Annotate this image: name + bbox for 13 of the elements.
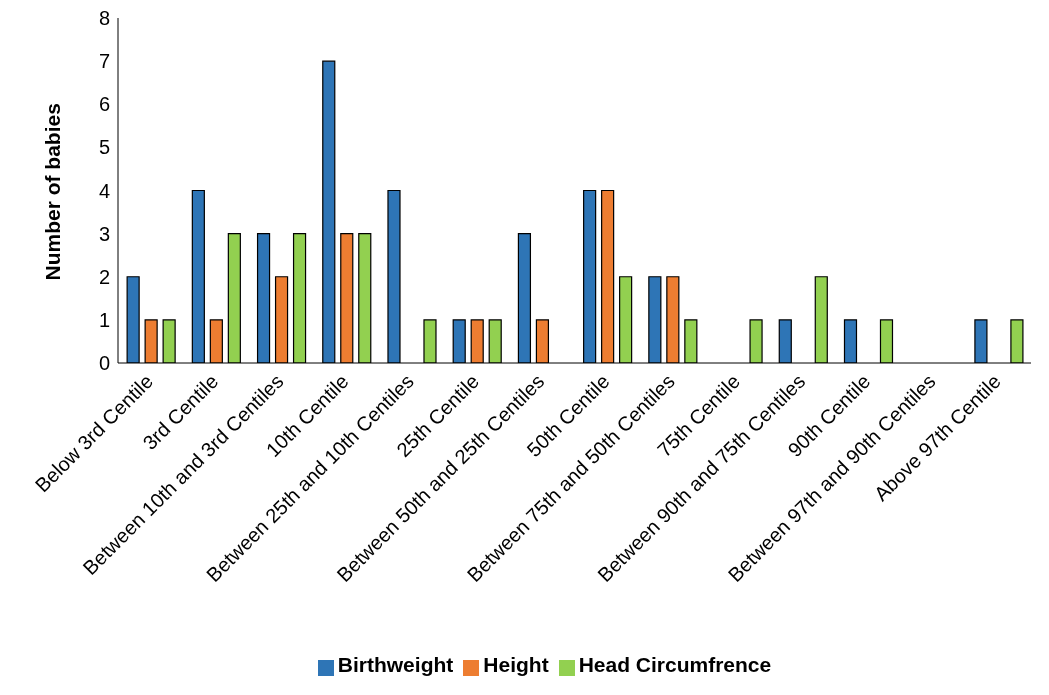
legend-label: Height <box>483 653 549 676</box>
y-tick-label: 0 <box>98 352 110 375</box>
y-tick-label: 8 <box>98 7 110 30</box>
y-tick-label: 3 <box>98 222 110 245</box>
legend-label: Birthweight <box>337 653 454 676</box>
y-tick-label: 1 <box>98 308 110 331</box>
y-tick-label: 2 <box>98 265 110 288</box>
y-axis-title: Number of babies <box>41 103 65 281</box>
y-tick-label: 4 <box>98 179 110 202</box>
y-tick-label: 5 <box>98 136 110 159</box>
legend-label: Head Circumfrence <box>578 653 772 676</box>
y-tick-label: 6 <box>98 93 110 116</box>
y-tick-label: 7 <box>98 50 110 73</box>
